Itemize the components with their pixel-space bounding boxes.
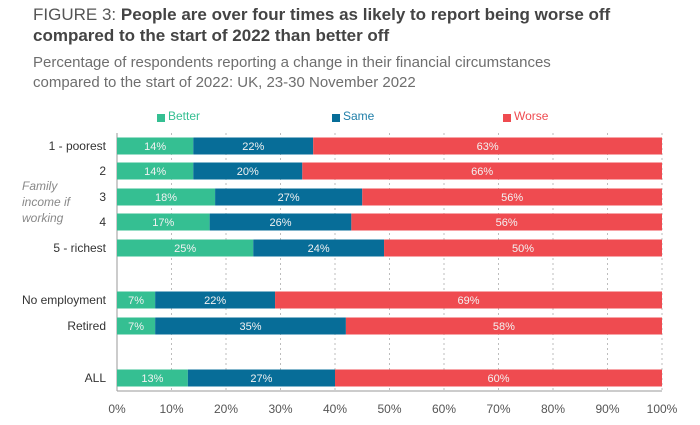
legend-swatch-same [332, 113, 340, 122]
data-label: 17% [152, 217, 174, 229]
data-label: 13% [141, 373, 163, 385]
x-tick-label: 60% [432, 402, 456, 416]
bar-segment-same [215, 188, 363, 206]
x-tick-label: 50% [377, 402, 401, 416]
bar-segment-same [253, 239, 385, 257]
data-label: 22% [242, 141, 264, 153]
x-tick-label: 30% [268, 402, 292, 416]
data-label: 60% [487, 373, 509, 385]
x-tick-label: 10% [159, 402, 183, 416]
bar-segment-worse [362, 188, 662, 206]
group-label: income if [22, 195, 72, 209]
data-label: 14% [144, 141, 166, 153]
legend-item-same: Same [332, 109, 374, 123]
data-label: 24% [308, 243, 330, 255]
x-tick-label: 0% [108, 402, 126, 416]
legend-item-better: Better [157, 109, 200, 123]
legend-item-worse: Worse [503, 109, 548, 123]
data-label: 56% [501, 192, 523, 204]
bar-segment-better [117, 188, 216, 206]
x-tick-label: 20% [214, 402, 238, 416]
subtitle-line-1: Percentage of respondents reporting a ch… [33, 54, 551, 71]
data-label: 7% [128, 321, 144, 333]
group-label: working [22, 211, 64, 225]
legend-swatch-worse [503, 113, 511, 122]
bar-segment-better [117, 162, 194, 180]
data-label: 20% [237, 166, 259, 178]
data-label: 26% [269, 217, 291, 229]
bar-segment-worse [302, 162, 662, 180]
data-label: 58% [493, 321, 515, 333]
bar-segment-worse [384, 239, 662, 257]
title-line-2: compared to the start of 2022 than bette… [33, 26, 390, 45]
bar-segment-same [155, 317, 346, 335]
bar-segment-better [117, 291, 156, 309]
title-line-1: People are over four times as likely to … [120, 5, 611, 24]
data-label: 14% [144, 166, 166, 178]
data-label: 18% [155, 192, 177, 204]
figure-title: FIGURE 3: People are over four times as … [33, 4, 673, 46]
category-label: ALL [85, 371, 107, 385]
data-label: 27% [250, 373, 272, 385]
data-label: 35% [240, 321, 262, 333]
bar-segment-better [117, 369, 188, 387]
bar-segment-better [117, 317, 156, 335]
group-label: Family [22, 179, 58, 193]
data-label: 63% [477, 141, 499, 153]
bar-segment-worse [351, 213, 662, 231]
bar-segment-better [117, 213, 210, 231]
x-tick-label: 80% [541, 402, 565, 416]
data-label: 25% [174, 243, 196, 255]
bar-segment-same [193, 162, 303, 180]
category-label: 1 - poorest [49, 139, 107, 153]
bar-segment-better [117, 137, 194, 155]
data-label: 50% [512, 243, 534, 255]
category-label: No employment [22, 293, 107, 307]
bar-segment-same [209, 213, 352, 231]
figure-subtitle: Percentage of respondents reporting a ch… [33, 53, 673, 93]
category-label: 2 [99, 164, 106, 178]
bar-segment-better [117, 239, 254, 257]
x-tick-label: 40% [323, 402, 347, 416]
bar-segment-same [193, 137, 314, 155]
bar-segment-same [187, 369, 335, 387]
bar-segment-worse [345, 317, 662, 335]
bar-segment-worse [275, 291, 662, 309]
figure-number: FIGURE 3: [33, 5, 121, 24]
data-label: 27% [278, 192, 300, 204]
subtitle-line-2: compared to the start of 2022: UK, 23-30… [33, 74, 416, 91]
data-label: 7% [128, 295, 144, 307]
legend-label-same: Same [343, 109, 375, 123]
bar-segment-worse [313, 137, 662, 155]
legend-label-better: Better [168, 109, 201, 123]
x-tick-label: 90% [595, 402, 619, 416]
bar-segment-worse [335, 369, 662, 387]
data-label: 69% [458, 295, 480, 307]
category-label: 4 [99, 215, 106, 229]
category-label: 3 [99, 190, 106, 204]
x-tick-label: 100% [647, 402, 678, 416]
legend-label-worse: Worse [514, 109, 549, 123]
bar-segment-same [155, 291, 276, 309]
data-label: 66% [471, 166, 493, 178]
category-label: Retired [67, 319, 106, 333]
x-tick-label: 70% [486, 402, 510, 416]
data-label: 56% [496, 217, 518, 229]
category-label: 5 - richest [53, 241, 106, 255]
data-label: 22% [204, 295, 226, 307]
legend-swatch-better [157, 113, 165, 122]
